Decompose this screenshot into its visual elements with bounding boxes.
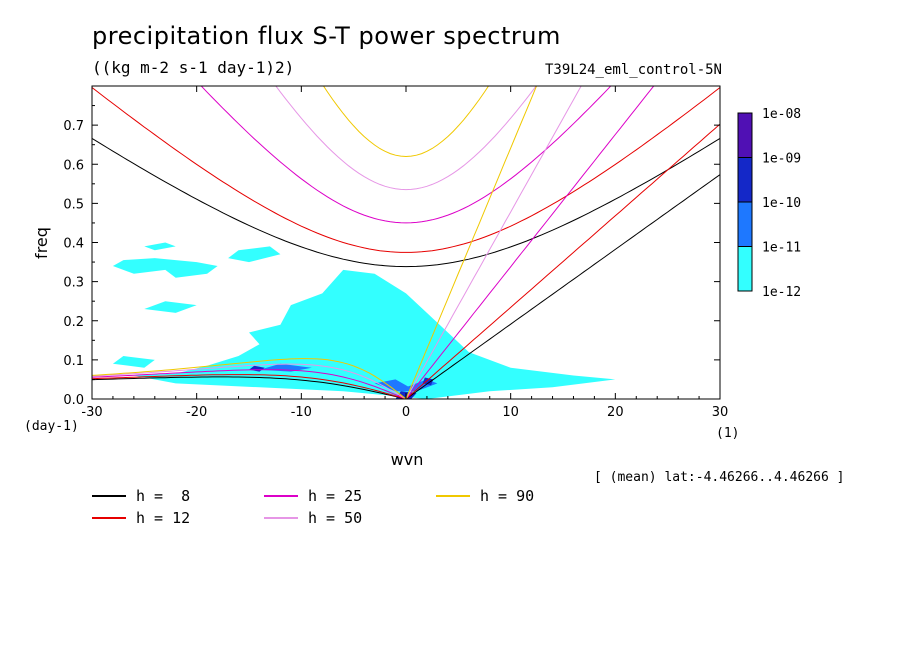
x-tick-label: 0 bbox=[402, 405, 410, 420]
y-tick-label: 0.2 bbox=[63, 315, 84, 330]
kelvin-curve-h25 bbox=[405, 86, 655, 399]
kelvin-curve-h90 bbox=[405, 86, 538, 399]
y-axis-label: freq bbox=[32, 227, 51, 259]
curve-legend: h = 8 h = 12 h = 25 h = 50 h = 90 bbox=[92, 486, 612, 530]
rossby-curve-h12 bbox=[92, 374, 407, 399]
x-unit-label: (1) bbox=[716, 426, 739, 441]
kelvin-curve-h50 bbox=[405, 86, 582, 399]
legend-item-h8: h = 8 bbox=[92, 486, 190, 506]
rossby-curve-h90 bbox=[92, 358, 407, 399]
kelvin-curve-h8 bbox=[405, 174, 720, 399]
legend-item-h12: h = 12 bbox=[92, 508, 190, 528]
legend-item-h25: h = 25 bbox=[264, 486, 362, 506]
spectral-region-1e-12-0 bbox=[133, 269, 616, 399]
spectral-region-1e-12-4 bbox=[144, 242, 176, 251]
inertia-gravity-curve-h12 bbox=[92, 87, 720, 253]
y-tick-label: 0.0 bbox=[63, 393, 84, 408]
colorbar-label: 1e-09 bbox=[762, 152, 801, 167]
legend-swatch bbox=[92, 517, 126, 519]
x-tick-label: -20 bbox=[186, 405, 207, 420]
spectral-regions bbox=[112, 242, 616, 399]
y-tick-label: 0.1 bbox=[63, 354, 84, 369]
y-tick-label: 0.7 bbox=[63, 119, 84, 134]
legend-item-h50: h = 50 bbox=[264, 508, 362, 528]
legend-label: h = 50 bbox=[308, 509, 363, 527]
y-tick-label: 0.4 bbox=[63, 237, 84, 252]
inertia-gravity-curve-h50 bbox=[275, 86, 537, 191]
legend-item-h90: h = 90 bbox=[436, 486, 534, 506]
y-tick-label: 0.3 bbox=[63, 276, 84, 291]
rossby-curve-h25 bbox=[92, 369, 407, 399]
legend-swatch bbox=[264, 517, 298, 519]
x-axis-label: wvn bbox=[391, 450, 424, 469]
colorbar-swatch bbox=[737, 201, 753, 247]
x-tick-label: 30 bbox=[712, 405, 729, 420]
spectral-region-1e-10-1 bbox=[422, 377, 434, 386]
legend-swatch bbox=[436, 495, 470, 497]
x-tick-label: 10 bbox=[502, 405, 519, 420]
case-name: T39L24_eml_control-5N bbox=[544, 62, 722, 78]
y-tick-label: 0.5 bbox=[63, 197, 84, 212]
inertia-gravity-curve-h8 bbox=[92, 137, 720, 268]
mean-latitude-info: [ (mean) lat:-4.46266..4.46266 ] bbox=[594, 470, 845, 485]
chart-title: precipitation flux S-T power spectrum bbox=[92, 22, 561, 50]
chart-units: ((kg m-2 s-1 day-1)2) bbox=[92, 58, 295, 77]
x-tick-label: 20 bbox=[607, 405, 624, 420]
colorbar-swatch bbox=[737, 246, 753, 292]
spectral-region-1e-12-1 bbox=[112, 258, 218, 278]
legend-label: h = 12 bbox=[136, 509, 191, 527]
colorbar-swatch bbox=[737, 112, 753, 158]
legend-label: h = 25 bbox=[308, 487, 363, 505]
spectral-region-1e-11-1 bbox=[374, 379, 417, 392]
spectral-region-1e-12-5 bbox=[112, 356, 155, 368]
colorbar-swatch bbox=[737, 157, 753, 203]
legend-swatch bbox=[92, 495, 126, 497]
x-tick-label: -30 bbox=[81, 405, 102, 420]
x-tick-label: -10 bbox=[291, 405, 312, 420]
colorbar-label: 1e-11 bbox=[762, 241, 801, 256]
spectral-region-1e-12-2 bbox=[228, 246, 281, 263]
legend-swatch bbox=[264, 495, 298, 497]
legend-label: h = 90 bbox=[480, 487, 535, 505]
y-unit-label: (day-1) bbox=[24, 419, 79, 434]
inertia-gravity-curve-h90 bbox=[322, 86, 490, 158]
dispersion-curves bbox=[92, 86, 720, 399]
rossby-curve-h8 bbox=[92, 376, 407, 399]
colorbar-label: 1e-10 bbox=[762, 196, 801, 211]
colorbar: 1e-12 1e-11 1e-10 1e-09 1e-08 bbox=[737, 107, 801, 300]
kelvin-curve-h12 bbox=[405, 123, 720, 399]
inertia-gravity-curve-h25 bbox=[200, 86, 612, 224]
axes: -30 -20 -10 0 10 20 30 0.0 0.1 0.2 0.3 0.4 0.5 0.6 0.7 bbox=[63, 86, 728, 420]
spectral-region-1e-12-3 bbox=[144, 301, 197, 313]
colorbar-label: 1e-12 bbox=[762, 285, 801, 300]
y-tick-label: 0.6 bbox=[63, 158, 84, 173]
colorbar-label: 1e-08 bbox=[762, 107, 801, 122]
rossby-curve-h50 bbox=[92, 363, 407, 399]
legend-label: h = 8 bbox=[136, 487, 191, 505]
